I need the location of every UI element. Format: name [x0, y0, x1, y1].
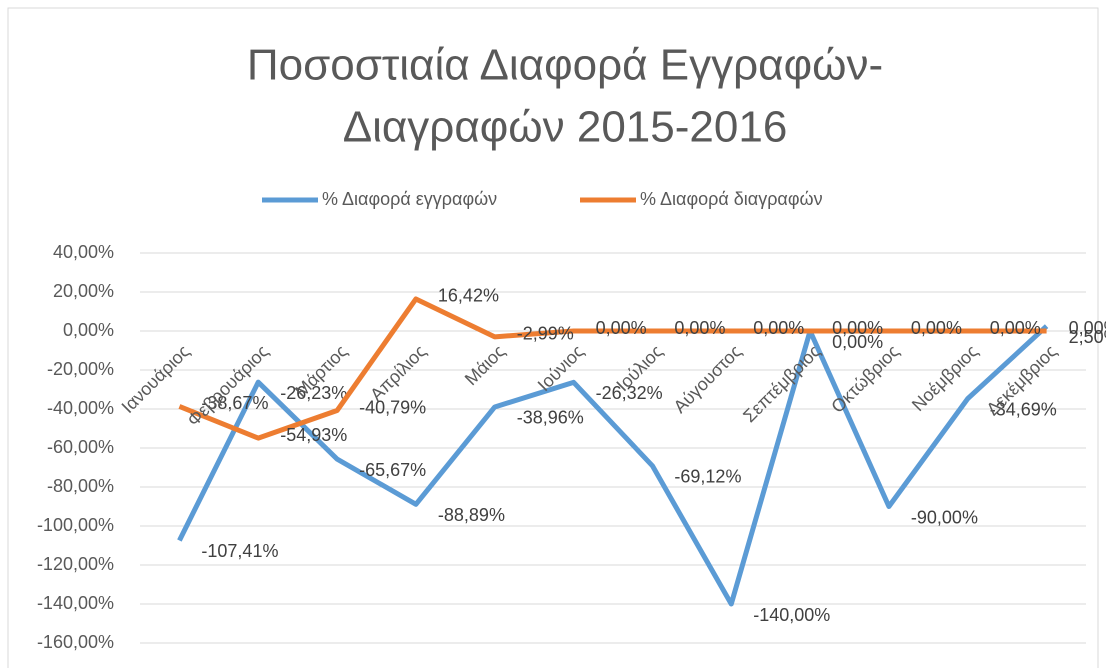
data-label: -40,79% [359, 397, 426, 417]
data-label: -88,89% [438, 505, 505, 525]
data-label: -69,12% [674, 467, 741, 487]
data-label: -107,41% [201, 541, 278, 561]
data-label: -26,32% [596, 383, 663, 403]
data-label: 0,00% [832, 318, 883, 338]
y-tick-label: -120,00% [37, 554, 114, 574]
y-tick-label: 40,00% [53, 242, 114, 262]
chart-border [7, 7, 1099, 668]
data-label: 0,00% [674, 318, 725, 338]
data-label: -2,99% [517, 324, 574, 344]
data-label: -54,93% [280, 425, 347, 445]
y-tick-label: -160,00% [37, 632, 114, 652]
data-label: 0,00% [753, 318, 804, 338]
series-line [177, 324, 1049, 607]
series-line [178, 296, 1047, 441]
legend-label: % Διαφορά εγγραφών [322, 189, 497, 209]
chart-title: Διαγραφών 2015-2016 [343, 103, 788, 152]
data-label: 0,00% [596, 318, 647, 338]
y-tick-label: -20,00% [47, 359, 114, 379]
chart-title: Ποσοστιαία Διαφορά Εγγραφών- [247, 41, 883, 90]
data-label: 0,00% [911, 318, 962, 338]
data-label: -90,00% [911, 507, 978, 527]
y-tick-label: -100,00% [37, 515, 114, 535]
data-label: 0,00% [990, 318, 1041, 338]
data-label: -65,67% [359, 460, 426, 480]
data-label: 0,00% [832, 332, 883, 352]
legend-label: % Διαφορά διαγραφών [640, 189, 823, 209]
data-label: -140,00% [753, 605, 830, 625]
data-label: 2,50% [1069, 327, 1106, 347]
y-tick-label: 0,00% [63, 320, 114, 340]
data-label: 16,42% [438, 286, 499, 306]
y-tick-label: -80,00% [47, 476, 114, 496]
data-label: -38,96% [517, 408, 584, 428]
y-tick-label: -60,00% [47, 437, 114, 457]
data-label: 0,00% [1069, 318, 1106, 338]
y-tick-label: -140,00% [37, 593, 114, 613]
data-label: -34,69% [990, 399, 1057, 419]
y-tick-label: -40,00% [47, 398, 114, 418]
data-label: -26,23% [280, 383, 347, 403]
data-label: -38,67% [201, 393, 268, 413]
y-tick-label: 20,00% [53, 281, 114, 301]
